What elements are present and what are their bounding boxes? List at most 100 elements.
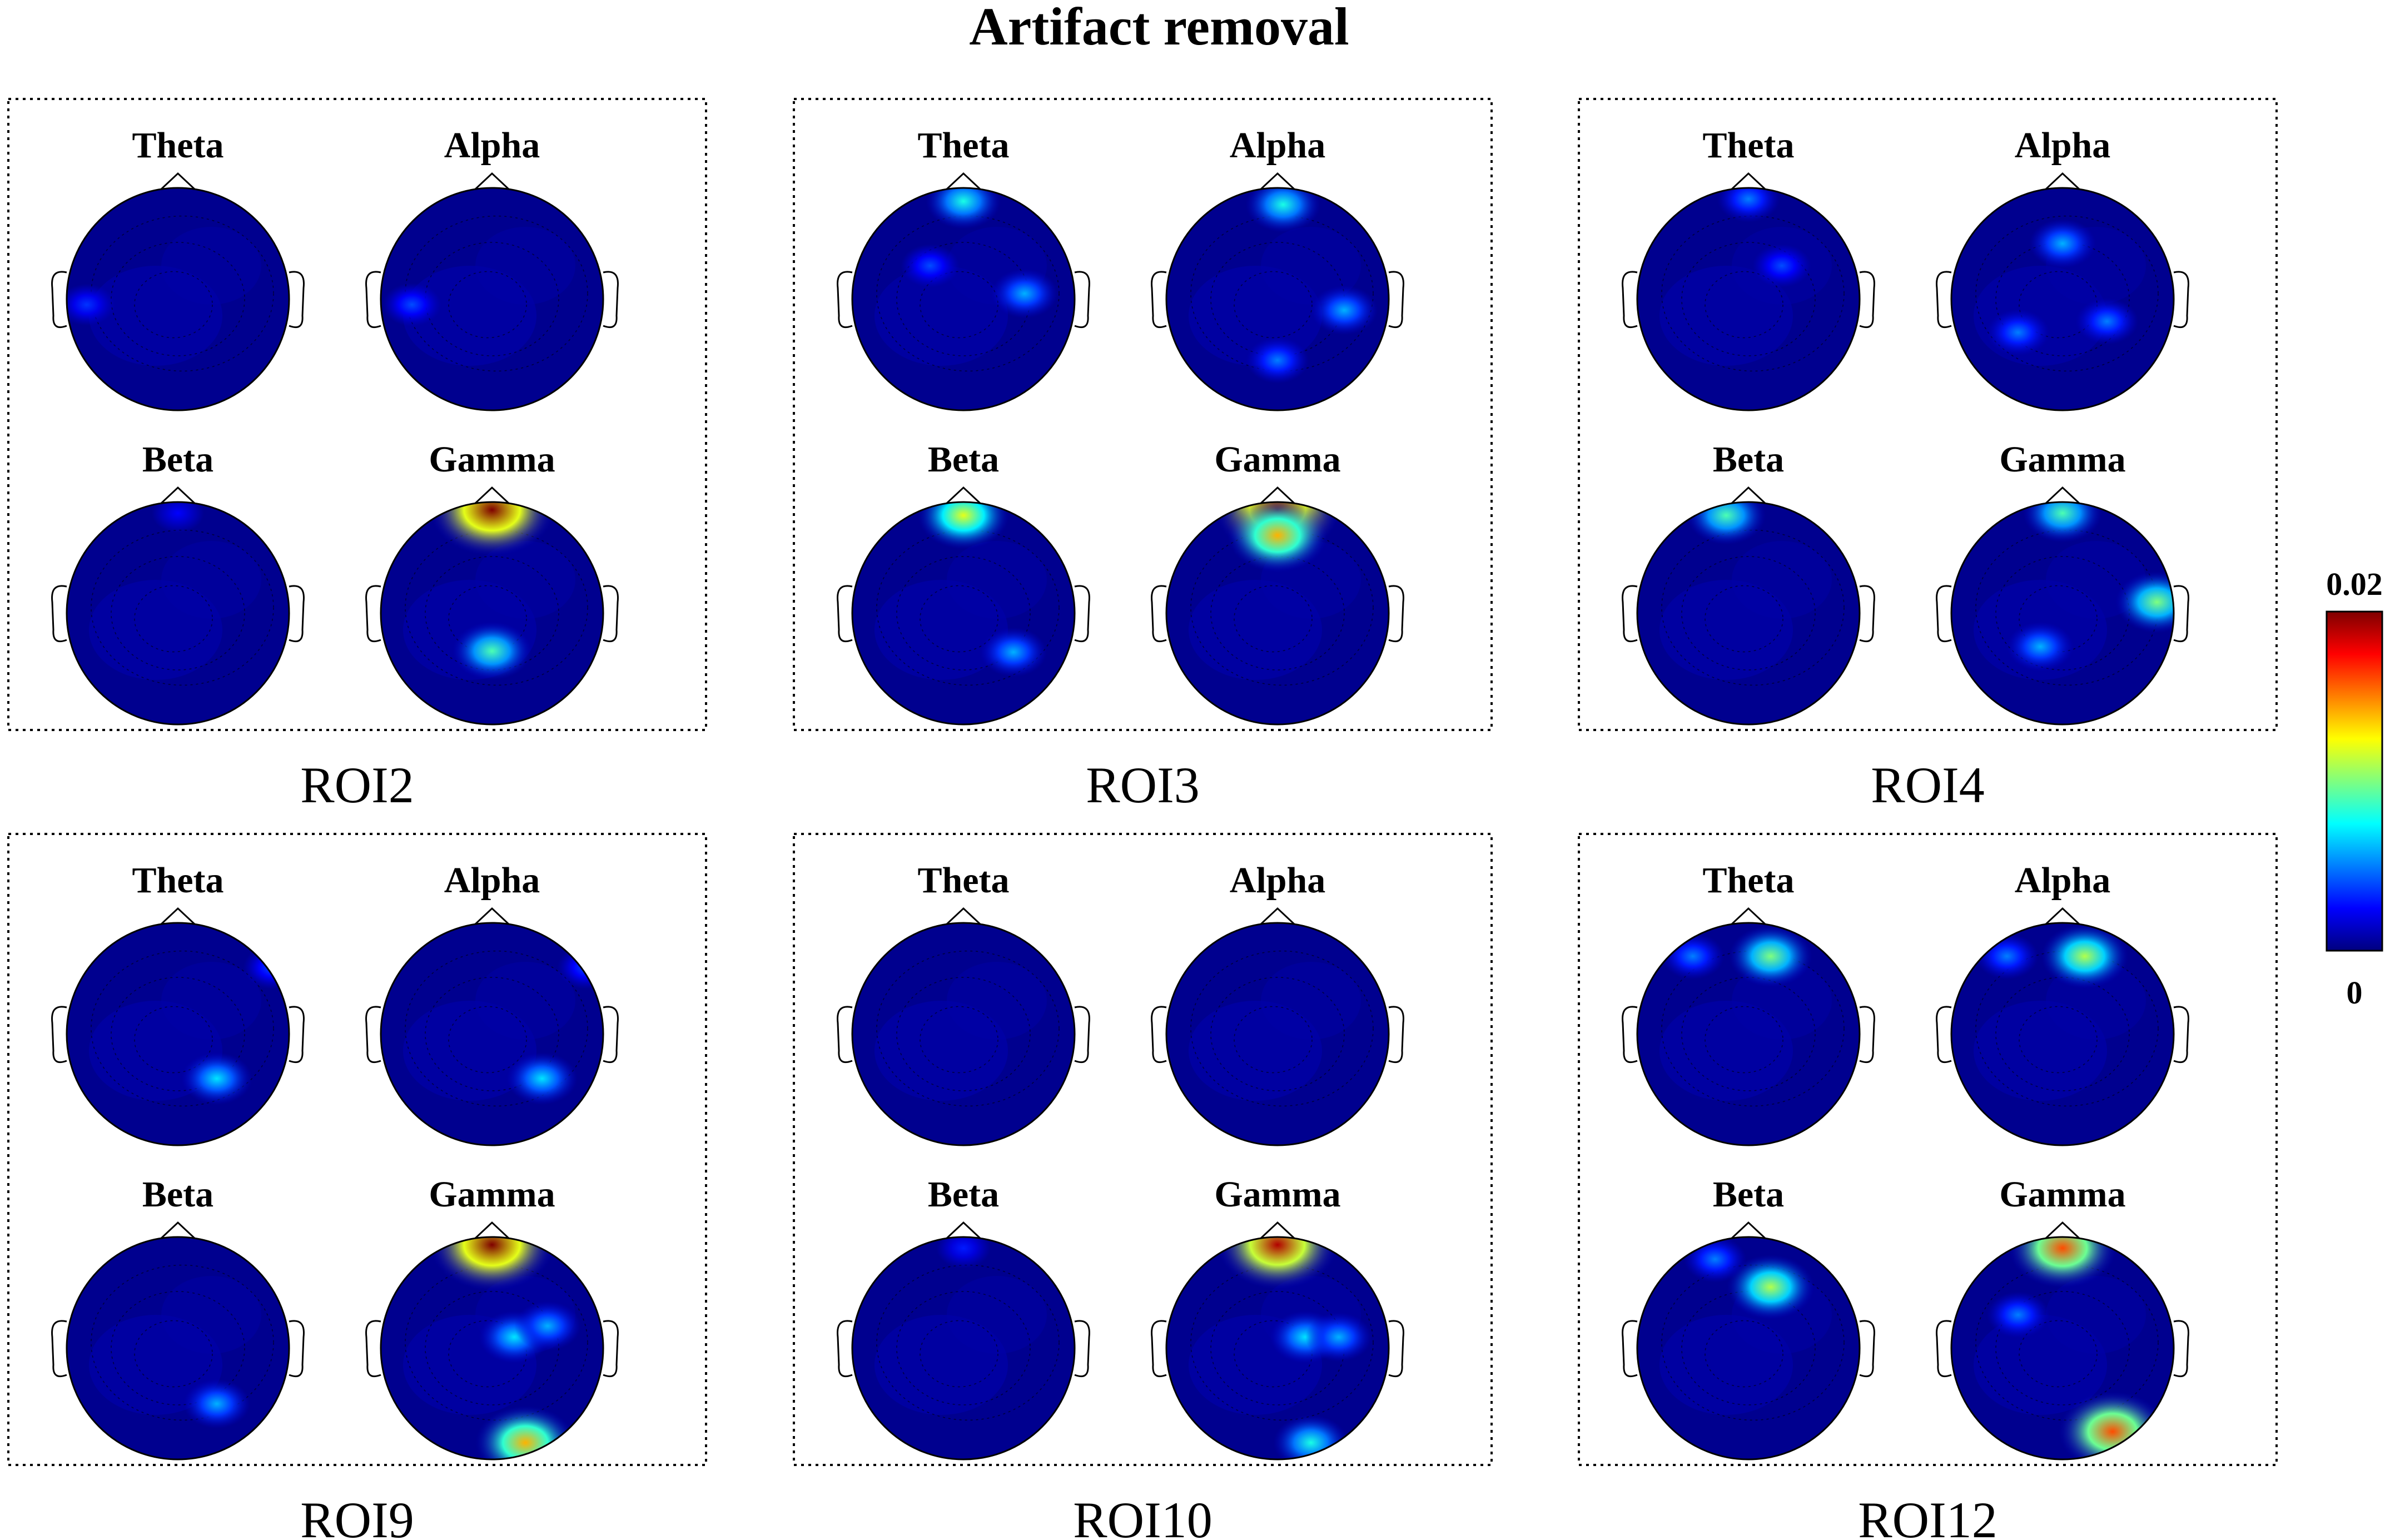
- activation-hotspot: [1986, 1291, 2050, 1338]
- roi-panel: ROI10 Theta Alpha Beta Gamma: [793, 833, 1493, 1540]
- band-label: Beta: [928, 439, 999, 480]
- head-nose: [1730, 907, 1767, 926]
- activation-hotspot: [1305, 1312, 1373, 1362]
- band-label: Alpha: [1230, 125, 1325, 166]
- topomap-beta: Beta: [1622, 439, 1875, 726]
- head-nose: [473, 907, 511, 926]
- band-label: Gamma: [429, 439, 555, 480]
- head-outline: [1950, 1236, 2175, 1460]
- head-nose: [473, 172, 511, 191]
- band-label: Alpha: [2015, 860, 2110, 901]
- topomap-theta: Theta: [837, 125, 1090, 411]
- colorbar-max-label: 0.02: [2326, 566, 2383, 602]
- head-ear: [289, 1320, 305, 1378]
- head-outline: [380, 501, 604, 726]
- head-outline: [1950, 501, 2175, 726]
- roi-label: ROI9: [300, 1492, 414, 1540]
- head-ear: [365, 1320, 381, 1378]
- roi-panel-frame: [7, 833, 707, 1466]
- topomap-alpha: Alpha: [1936, 860, 2189, 1146]
- activation-hotspot: [2075, 298, 2139, 345]
- head-nose: [1259, 172, 1296, 191]
- activation-hotspot: [2023, 502, 2103, 543]
- topomap-gamma: Gamma: [1151, 439, 1404, 726]
- head-ear: [51, 1006, 67, 1064]
- topomap-theta: Theta: [51, 860, 305, 1146]
- activation-hotspot: [1727, 1254, 1815, 1320]
- head-ear: [365, 271, 381, 329]
- head-ear: [1388, 1320, 1404, 1378]
- head-nose: [945, 907, 982, 926]
- head-nose: [945, 1221, 982, 1240]
- roi-panel: ROI9 Theta Alpha Beta Gamma: [7, 833, 707, 1540]
- head-ear: [1622, 585, 1638, 643]
- activation-hotspot: [2006, 622, 2074, 672]
- head-nose: [945, 486, 982, 505]
- activation-hotspot: [429, 1237, 555, 1291]
- head-outline: [380, 187, 604, 411]
- band-label: Theta: [918, 125, 1010, 166]
- head-outline: [851, 1236, 1076, 1460]
- head-ear: [1936, 271, 1952, 329]
- band-label: Theta: [132, 860, 224, 901]
- head-ear: [1622, 271, 1638, 329]
- topomap-beta: Beta: [837, 1174, 1090, 1460]
- activation-hotspot: [2041, 923, 2129, 989]
- head-nose: [2044, 907, 2081, 926]
- roi-label: ROI10: [1073, 1492, 1212, 1540]
- head-outline: [1636, 922, 1861, 1146]
- head-outline: [1636, 187, 1861, 411]
- activation-hotspot: [1975, 933, 2039, 980]
- activation-hotspot: [1228, 502, 1328, 573]
- band-label: Beta: [1713, 439, 1784, 480]
- head-ear: [837, 271, 853, 329]
- head-ear: [603, 585, 619, 643]
- activation-hotspot: [452, 622, 532, 680]
- head-nose: [473, 1221, 511, 1240]
- head-outline: [66, 1236, 290, 1460]
- head-nose: [2044, 486, 2081, 505]
- activation-hotspot: [1686, 502, 1766, 545]
- activation-hotspot: [506, 1052, 578, 1105]
- head-ear: [1151, 271, 1167, 329]
- head-ear: [51, 585, 67, 643]
- head-outline: [851, 922, 1076, 1146]
- activation-hotspot: [1246, 337, 1309, 384]
- head-ear: [1074, 271, 1090, 329]
- head-outline: [380, 922, 604, 1146]
- head-nose: [2044, 172, 2081, 191]
- roi-panel-frame: [793, 98, 1493, 731]
- head-ear: [2173, 1320, 2189, 1378]
- head-ear: [2173, 271, 2189, 329]
- topomap-beta: Beta: [837, 439, 1090, 726]
- activation-hotspot: [1717, 188, 1780, 222]
- head-ear: [365, 1006, 381, 1064]
- head-outline: [66, 922, 290, 1146]
- topomap-beta: Beta: [51, 1174, 305, 1460]
- chart-title: Artifact removal: [969, 0, 1349, 56]
- activation-hotspot: [1217, 1237, 1338, 1290]
- activation-hotspot: [67, 284, 115, 326]
- band-label: Alpha: [1230, 860, 1325, 901]
- topomap-beta: Beta: [51, 439, 305, 726]
- head-ear: [1151, 1320, 1167, 1378]
- head-ear: [2173, 585, 2189, 643]
- topomap-alpha: Alpha: [365, 125, 619, 411]
- head-ear: [1936, 1006, 1952, 1064]
- band-label: Beta: [928, 1174, 999, 1215]
- topomap-alpha: Alpha: [365, 860, 619, 1146]
- topomap-theta: Theta: [1622, 125, 1875, 411]
- head-nose: [1259, 486, 1296, 505]
- band-label: Theta: [1703, 125, 1795, 166]
- topomap-gamma: Gamma: [1936, 1174, 2189, 1460]
- head-nose: [1730, 1221, 1767, 1240]
- head-ear: [1622, 1006, 1638, 1064]
- roi-label: ROI12: [1858, 1492, 1997, 1540]
- band-label: Theta: [918, 860, 1010, 901]
- head-ear: [289, 1006, 305, 1064]
- activation-hotspot: [2115, 571, 2174, 633]
- activation-hotspot: [2029, 218, 2096, 269]
- head-ear: [603, 1320, 619, 1378]
- head-outline: [1636, 501, 1861, 726]
